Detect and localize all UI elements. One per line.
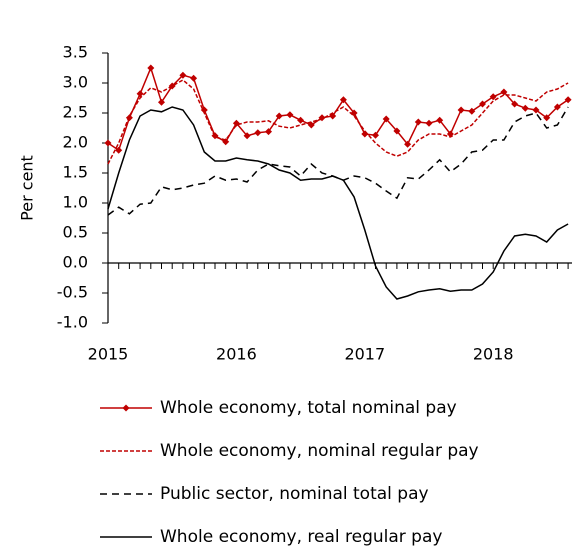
series-marker [232,119,240,127]
y-tick-label: 1.5 [63,163,88,182]
series-marker [275,112,283,120]
series-marker [436,116,444,124]
legend-label: Whole economy, nominal regular pay [160,441,479,461]
series-marker [393,127,401,135]
series-marker [446,130,454,138]
x-tick-label: 2017 [344,345,385,364]
series-marker [511,100,519,108]
series-marker [286,111,294,119]
x-tick-label: 2015 [88,345,129,364]
legend-marker [122,404,130,412]
series-marker [350,109,358,117]
series-marker [222,138,230,146]
series-line [107,106,569,216]
series-line [107,79,569,165]
y-tick-label: 3.0 [63,73,88,92]
series-marker [521,104,529,112]
series-marker [307,121,315,129]
legend-label: Whole economy, real regular pay [160,527,442,547]
series-marker [457,106,465,114]
series-marker [553,103,561,111]
series-marker [136,90,144,98]
series-marker [329,112,337,120]
y-tick-label: 3.5 [63,43,88,62]
series-marker [479,100,486,108]
series-marker [564,96,572,104]
series-marker [372,131,379,139]
y-tick-label: -0.5 [57,283,88,302]
series-line [107,106,569,300]
x-tick-label: 2016 [216,345,257,364]
series-marker [190,74,198,82]
series-marker [297,116,305,124]
series-marker [489,93,497,101]
series-marker [404,140,412,148]
x-tick-label: 2018 [473,345,514,364]
series-marker [382,115,390,123]
series-marker [243,132,251,140]
series-marker [211,132,219,140]
series-marker [318,114,326,122]
series-marker [115,146,123,154]
y-tick-label: 2.5 [63,103,88,122]
y-tick-label: 0.0 [63,253,88,272]
series-marker [361,130,369,138]
series-marker [339,96,347,104]
y-tick-label: 0.5 [63,223,88,242]
legend-label: Public sector, nominal total pay [160,484,429,504]
series-marker [425,119,433,127]
y-axis-label: Per cent [18,155,37,221]
legend-label: Whole economy, total nominal pay [160,398,457,418]
y-tick-label: 2.0 [63,133,88,152]
series-marker [168,82,176,90]
series-marker [147,64,155,72]
series-marker [125,114,133,122]
series-marker [532,106,540,114]
y-tick-label: -1.0 [57,313,88,332]
series-marker [468,107,476,115]
series-marker [543,114,551,122]
series-marker [500,88,508,96]
series-marker [265,128,272,136]
y-tick-label: 1.0 [63,193,88,212]
series-marker [158,98,165,106]
series-marker [179,71,187,79]
series-marker [104,139,112,147]
series-marker [254,129,262,137]
series-marker [200,106,208,114]
series-marker [414,118,422,126]
